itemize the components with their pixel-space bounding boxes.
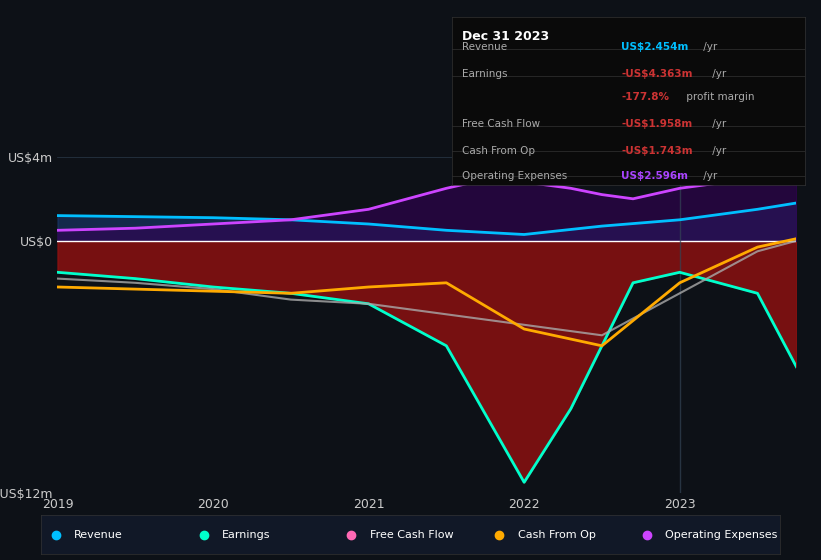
Text: -US$1.958m: -US$1.958m [621, 119, 692, 129]
Text: /yr: /yr [709, 146, 727, 156]
Text: Cash From Op: Cash From Op [518, 530, 595, 540]
Text: Operating Expenses: Operating Expenses [666, 530, 777, 540]
Text: -177.8%: -177.8% [621, 92, 669, 102]
Text: -US$4.363m: -US$4.363m [621, 69, 692, 79]
Text: /yr: /yr [709, 119, 727, 129]
Text: Operating Expenses: Operating Expenses [462, 171, 567, 181]
Text: Free Cash Flow: Free Cash Flow [370, 530, 453, 540]
Text: Dec 31 2023: Dec 31 2023 [462, 30, 549, 43]
Text: -US$1.743m: -US$1.743m [621, 146, 693, 156]
Text: profit margin: profit margin [683, 92, 754, 102]
Text: /yr: /yr [709, 69, 727, 79]
Text: Free Cash Flow: Free Cash Flow [462, 119, 540, 129]
Text: Cash From Op: Cash From Op [462, 146, 535, 156]
Text: Earnings: Earnings [462, 69, 507, 79]
Text: Revenue: Revenue [462, 42, 507, 52]
Text: Earnings: Earnings [222, 530, 271, 540]
Text: /yr: /yr [700, 42, 718, 52]
Text: US$2.596m: US$2.596m [621, 171, 688, 181]
Text: US$2.454m: US$2.454m [621, 42, 688, 52]
Text: Revenue: Revenue [75, 530, 123, 540]
Text: /yr: /yr [700, 171, 718, 181]
